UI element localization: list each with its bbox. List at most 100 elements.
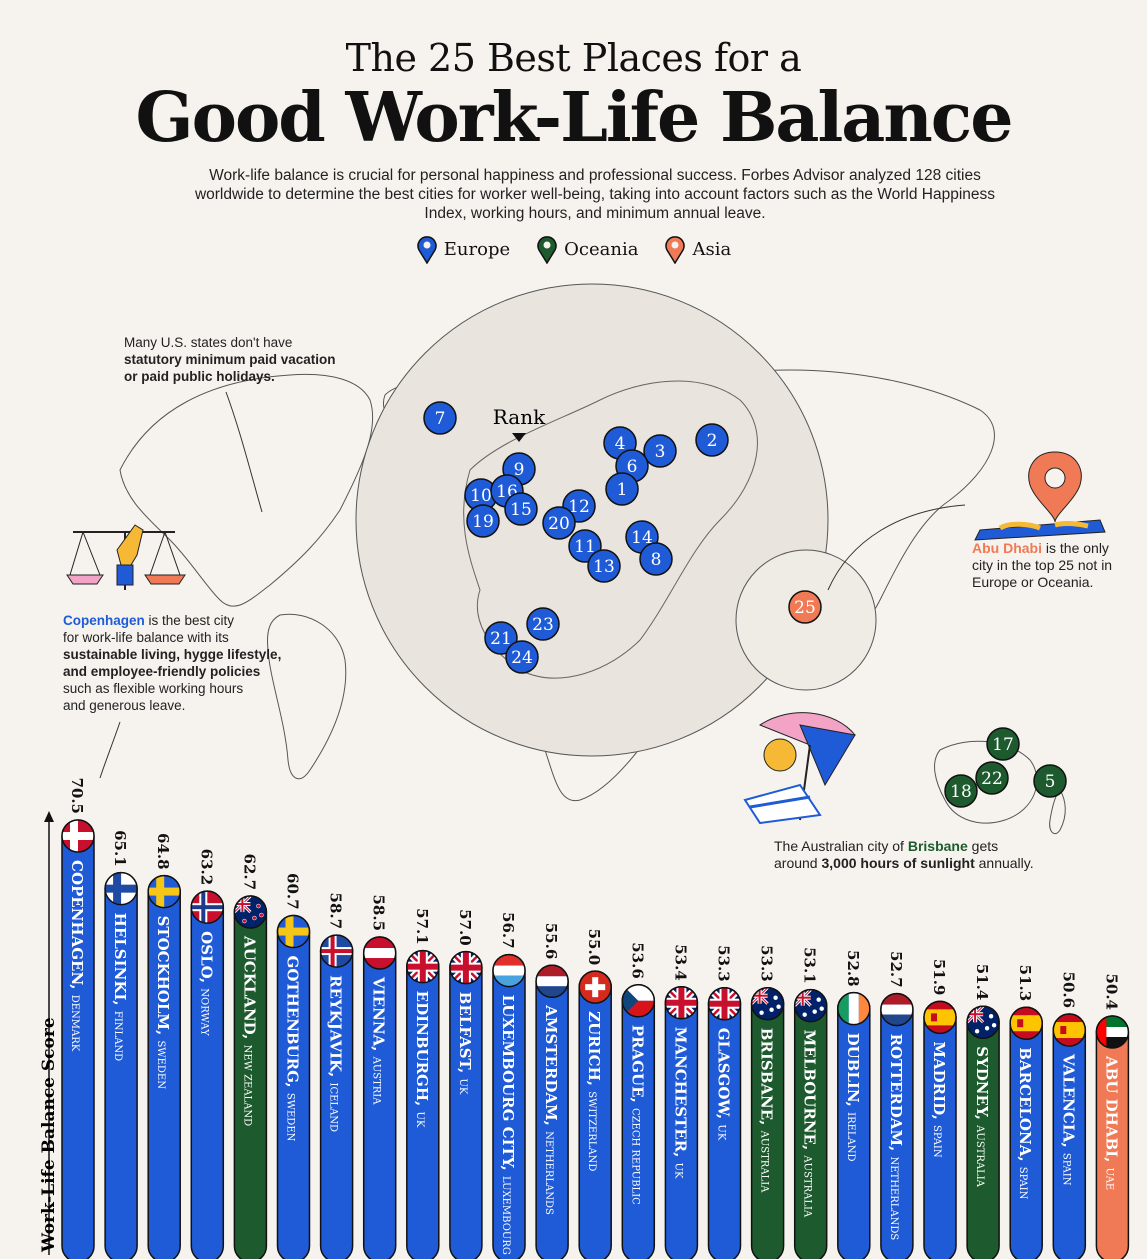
brisbane-highlight: Brisbane <box>907 838 968 854</box>
value-label-auckland: 62.7 <box>240 854 258 891</box>
bar-label-dublin: DUBLIN, IRELAND <box>844 1033 862 1162</box>
value-label-dublin: 52.8 <box>844 950 862 987</box>
value-label-valencia: 50.6 <box>1059 972 1077 1009</box>
brisbane-sunlight-highlight: 3,000 hours of sunlight <box>821 855 975 871</box>
bar-label-brisbane: BRISBANE, AUSTRALIA <box>758 1028 776 1193</box>
map-marker-label-8: 8 <box>651 550 662 570</box>
map-marker-label-2: 2 <box>707 431 718 451</box>
title-line-1: The 25 Best Places for a <box>345 36 802 80</box>
bar-group-glasgow: 53.3 GLASGOW, UK <box>707 945 742 1259</box>
value-label-zurich: 55.0 <box>585 929 603 966</box>
y-axis-arrow-icon <box>44 811 54 822</box>
oceania-pin-icon <box>537 236 557 264</box>
bar-group-reykjavik: 58.7 REYKJAVIK, ICELAND <box>319 893 354 1259</box>
map-marker-label-18: 18 <box>950 782 972 802</box>
value-label-rotterdam: 52.7 <box>887 951 905 988</box>
copenhagen-note-line-2: for work-life balance with its <box>63 630 229 645</box>
value-label-melbourne: 53.1 <box>801 947 819 984</box>
flag-uk-icon <box>406 949 440 984</box>
flag-netherlands-icon <box>880 992 914 1027</box>
bar-label-manchester: MANCHESTER, UK <box>671 1027 689 1179</box>
map-pin-icon <box>974 451 1106 541</box>
title-line-2: Good Work-Life Balance <box>135 78 1014 158</box>
legend-label-oceania: Oceania <box>564 238 639 260</box>
map-marker-5 <box>1033 764 1067 798</box>
bar-label-madrid: MADRID, SPAIN <box>930 1041 948 1157</box>
us-note: Many U.S. states don't have statutory mi… <box>124 334 336 385</box>
value-label-madrid: 51.9 <box>930 959 948 996</box>
value-label-edinburgh: 57.1 <box>413 908 431 945</box>
map-marker-label-21: 21 <box>490 629 512 649</box>
bar-label-sydney: SYDNEY, AUSTRALIA <box>973 1046 991 1187</box>
value-label-manchester: 53.4 <box>671 944 689 981</box>
map-marker-label-4: 4 <box>615 434 626 454</box>
flag-uk-icon <box>707 986 742 1021</box>
copenhagen-note-line-1: is the best city <box>144 613 235 628</box>
bar-group-valencia: 50.6 VALENCIA, SPAIN <box>1052 972 1087 1259</box>
bar-group-gothenburg: 60.7 GOTHENBURG, SWEDEN <box>276 873 311 1259</box>
map-marker-label-5: 5 <box>1045 772 1056 792</box>
value-label-oslo: 63.2 <box>197 849 215 886</box>
map-marker-label-3: 3 <box>655 442 666 462</box>
flag-australia-icon <box>966 1005 1000 1039</box>
map-marker-label-22: 22 <box>981 769 1003 789</box>
bar-label-abu-dhabi: ABU DHABI, UAE <box>1102 1055 1120 1190</box>
europe-zoom-circle <box>355 283 829 757</box>
bar-label-gothenburg: GOTHENBURG, SWEDEN <box>284 956 302 1142</box>
y-axis-label: Work-Life Balance Score <box>39 1017 59 1253</box>
legend: Europe Oceania Asia <box>0 234 1147 264</box>
us-note-arrow <box>225 391 263 513</box>
value-label-copenhagen: 70.5 <box>68 777 86 814</box>
bar-group-stockholm: 64.8 STOCKHOLM, SWEDEN <box>147 833 181 1259</box>
bar-group-dublin: 52.8 DUBLIN, IRELAND <box>837 950 871 1259</box>
south-america-outline <box>267 613 347 780</box>
abu-dhabi-arrow <box>827 504 966 591</box>
bar-group-barcelona: 51.3 BARCELONA, SPAIN <box>1009 965 1043 1259</box>
map-marker-label-7: 7 <box>435 409 446 429</box>
flag-czech-republic-icon <box>621 984 656 1018</box>
map-marker-label-6: 6 <box>627 457 638 477</box>
bar-group-manchester: 53.4 MANCHESTER, UK <box>664 944 699 1259</box>
bar-group-auckland: 62.7 AUCKLAND, NEW ZEALAND <box>233 854 268 1259</box>
value-label-gothenburg: 60.7 <box>284 873 302 910</box>
value-label-vienna: 58.5 <box>370 894 388 931</box>
bar-group-zurich: 55.0 ZURICH, SWITZERLAND <box>578 929 612 1259</box>
rank-arrow-icon <box>512 433 526 442</box>
map-marker-label-23: 23 <box>532 615 554 635</box>
balance-scale-icon <box>66 524 186 590</box>
map-marker-1 <box>605 472 639 506</box>
bar-label-prague: PRAGUE, CZECH REPUBLIC <box>628 1025 646 1205</box>
value-label-prague: 53.6 <box>628 942 646 979</box>
bar-label-stockholm: STOCKHOLM, SWEDEN <box>154 916 172 1090</box>
flag-spain-icon <box>923 1000 957 1035</box>
map-marker-label-1: 1 <box>617 480 628 500</box>
map-marker-label-17: 17 <box>992 735 1014 755</box>
map-marker-3 <box>643 434 677 468</box>
legend-item-europe: Europe <box>416 234 510 264</box>
intro-text: Work-life balance is crucial for persona… <box>194 167 996 222</box>
copenhagen-highlight: Copenhagen <box>63 613 145 628</box>
map-marker-19 <box>466 504 500 538</box>
value-label-barcelona: 51.3 <box>1016 965 1034 1002</box>
map-marker-label-13: 13 <box>593 557 615 577</box>
value-label-helsinki: 65.1 <box>111 830 129 867</box>
europe-outline <box>463 380 758 679</box>
value-label-abu-dhabi: 50.4 <box>1102 973 1120 1010</box>
copenhagen-note-line-3: sustainable living, hygge lifestyle, <box>63 647 282 662</box>
map-marker-2 <box>695 423 729 457</box>
flag-new-zealand-icon <box>233 895 268 929</box>
bar-group-helsinki: 65.1 HELSINKI, FINLAND <box>104 830 138 1259</box>
bar-label-luxembourg-city: LUXEMBOURG CITY, LUXEMBOURG <box>499 995 517 1255</box>
flag-uae-icon <box>1095 1015 1130 1049</box>
bar-label-glasgow: GLASGOW, UK <box>715 1028 733 1141</box>
bar-group-brisbane: 53.3 BRISBANE, AUSTRALIA <box>750 945 785 1259</box>
bar-label-edinburgh: EDINBURGH, UK <box>413 991 431 1128</box>
map-marker-label-19: 19 <box>472 512 494 532</box>
bar-group-amsterdam: 55.6 AMSTERDAM, NETHERLANDS <box>535 923 569 1259</box>
flag-spain-icon <box>1052 1013 1087 1047</box>
map-marker-label-9: 9 <box>514 460 525 480</box>
value-label-belfast: 57.0 <box>456 909 474 946</box>
value-label-amsterdam: 55.6 <box>542 923 560 960</box>
copenhagen-note-line-5: such as flexible working hours <box>63 681 244 696</box>
